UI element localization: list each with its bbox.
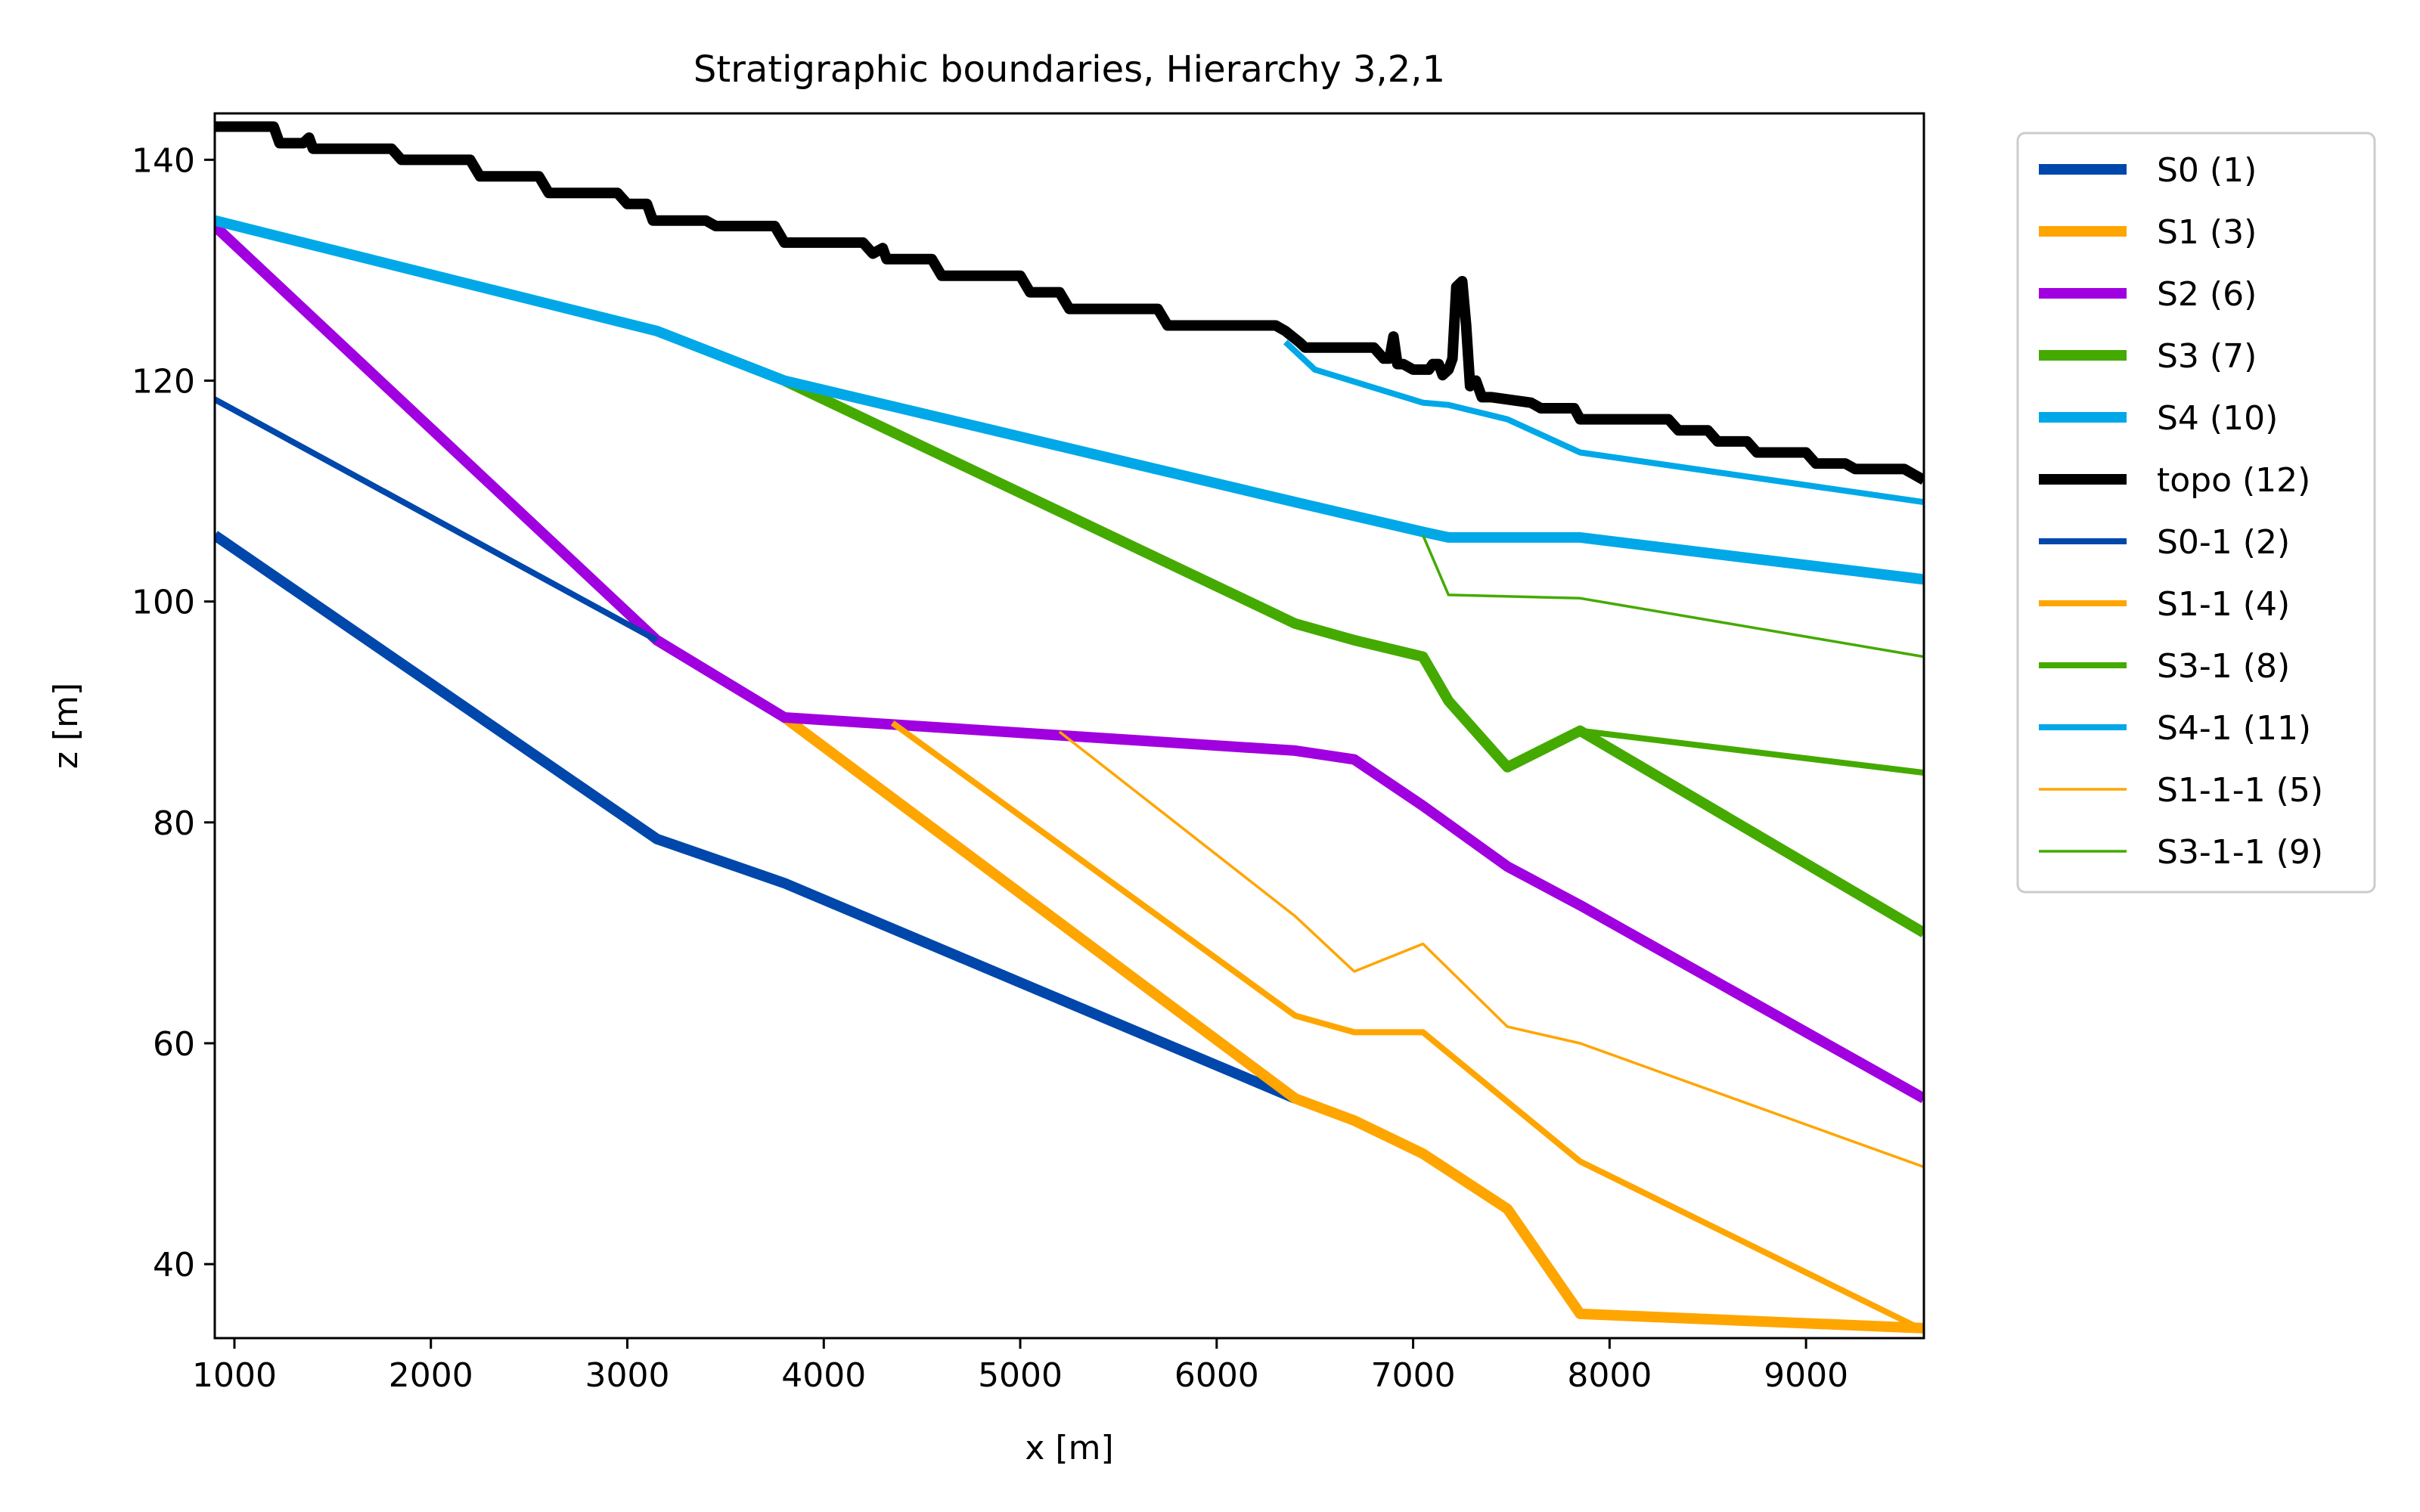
y-tick-label-5: 140	[132, 141, 195, 180]
x-axis: 1000 2000 3000 4000 5000 6000 7000 8000 9000	[192, 1338, 1848, 1395]
series-line-2	[215, 222, 1924, 1104]
x-tick-label-6: 7000	[1371, 1356, 1456, 1395]
series-line-4	[215, 215, 1924, 585]
legend-label-10: S1-1-1 (5)	[2157, 771, 2323, 810]
series-line-0	[215, 531, 1298, 1104]
y-tick-label-2: 80	[153, 804, 195, 843]
series-line-9	[1283, 339, 1924, 506]
x-tick-label-7: 8000	[1567, 1356, 1652, 1395]
plot-frame	[213, 112, 1925, 1340]
series-line-11	[1421, 534, 1924, 658]
series-layer	[215, 121, 1924, 1334]
legend-label-2: S2 (6)	[2157, 275, 2257, 314]
series-line-10	[1058, 730, 1924, 1169]
chart-title: Stratigraphic boundaries, Hierarchy 3,2,…	[693, 48, 1445, 91]
legend-label-11: S3-1-1 (9)	[2157, 833, 2323, 872]
x-axis-label: x [m]	[1025, 1429, 1113, 1467]
series-line-3	[782, 376, 1924, 937]
series-line-6	[215, 396, 659, 643]
legend-label-1: S1 (3)	[2157, 213, 2257, 252]
series-line-1	[781, 713, 1924, 1334]
series-line-5	[215, 121, 1924, 485]
x-tick-label-3: 4000	[781, 1356, 866, 1395]
legend-frame	[2016, 132, 2376, 894]
y-axis: 40 60 80 100 120 140	[132, 141, 215, 1284]
y-axis-label: z [m]	[47, 683, 85, 769]
x-tick-label-2: 3000	[585, 1356, 670, 1395]
series-line-8	[1579, 727, 1924, 776]
y-tick-label-3: 100	[132, 584, 195, 622]
legend-label-5: topo (12)	[2157, 461, 2310, 500]
series-line-7	[890, 720, 1924, 1334]
legend: S0 (1) S1 (3) S2 (6) S3 (7) S4 (10) topo (12)…	[2016, 132, 2376, 894]
legend-label-4: S4 (10)	[2157, 399, 2278, 438]
y-tick-label-1: 60	[153, 1025, 195, 1064]
legend-label-7: S1-1 (4)	[2157, 585, 2290, 624]
y-tick-label-0: 40	[153, 1246, 195, 1284]
legend-label-0: S0 (1)	[2157, 151, 2257, 190]
legend-label-3: S3 (7)	[2157, 337, 2257, 376]
y-tick-label-4: 120	[132, 363, 195, 401]
x-tick-label-1: 2000	[389, 1356, 473, 1395]
x-tick-label-5: 6000	[1174, 1356, 1259, 1395]
legend-label-9: S4-1 (11)	[2157, 709, 2311, 748]
legend-label-6: S0-1 (2)	[2157, 523, 2290, 562]
x-tick-label-0: 1000	[192, 1356, 277, 1395]
x-tick-label-4: 5000	[978, 1356, 1063, 1395]
legend-label-8: S3-1 (8)	[2157, 647, 2290, 686]
x-tick-label-8: 9000	[1764, 1356, 1848, 1395]
